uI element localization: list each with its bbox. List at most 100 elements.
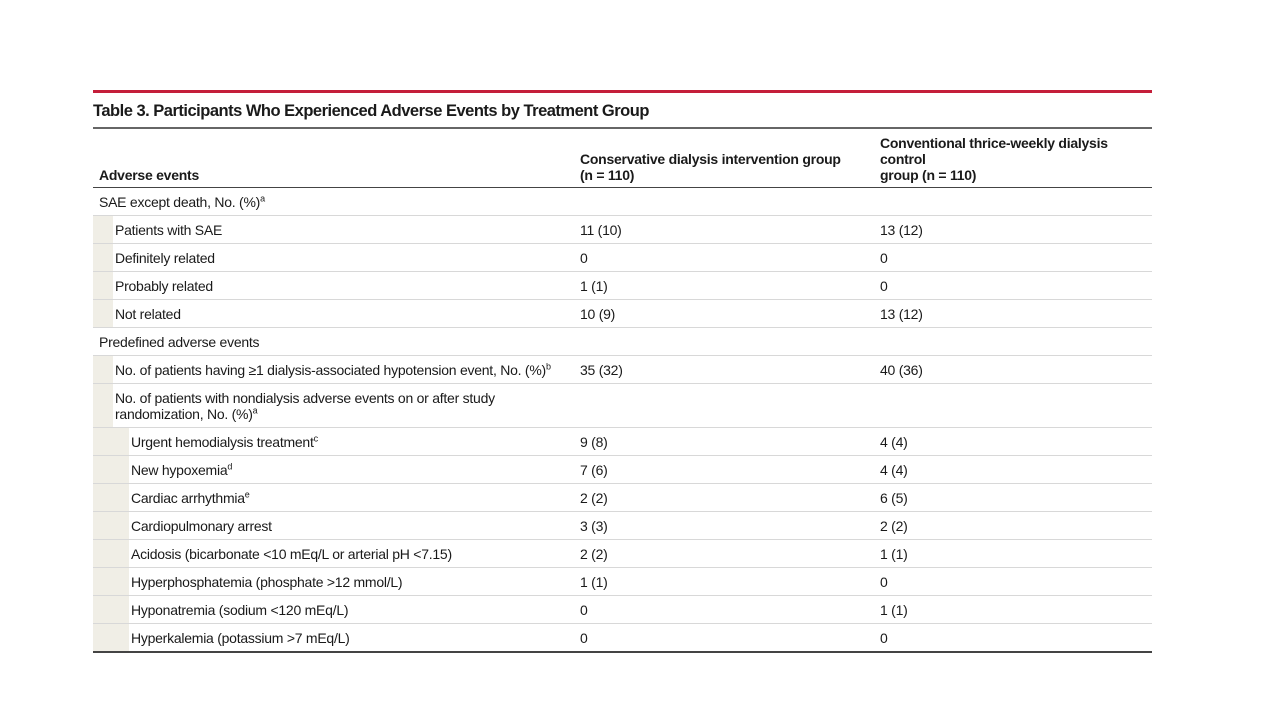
row-label: Acidosis (bicarbonate <10 mEq/L or arter… xyxy=(131,546,452,562)
indent-shade xyxy=(93,540,129,567)
table-row: Hyperkalemia (potassium >7 mEq/L) 0 0 xyxy=(93,624,1152,653)
footnote-marker: e xyxy=(244,489,250,500)
indent-shade xyxy=(93,356,113,383)
row-label: Urgent hemodialysis treatment xyxy=(131,434,314,450)
indent-shade xyxy=(93,568,129,595)
table-row: New hypoxemiad 7 (6) 4 (4) xyxy=(93,456,1152,484)
row-label-cell: Cardiac arrhythmiae xyxy=(93,484,580,512)
control-value xyxy=(880,384,1152,428)
table-row: Urgent hemodialysis treatmentc 9 (8) 4 (… xyxy=(93,428,1152,456)
table-row: Predefined adverse events xyxy=(93,328,1152,356)
control-value: 13 (12) xyxy=(880,222,923,238)
header-intervention-line1: Conservative dialysis intervention group xyxy=(580,151,841,167)
intervention-value: 1 (1) xyxy=(580,278,608,294)
row-label: No. of patients with nondialysis adverse… xyxy=(115,390,495,422)
row-label: Patients with SAE xyxy=(115,222,223,238)
intervention-value: 9 (8) xyxy=(580,434,608,450)
row-label: Hyponatremia (sodium <120 mEq/L) xyxy=(131,602,349,618)
control-value: 6 (5) xyxy=(880,490,908,506)
indent-shade xyxy=(93,428,129,455)
header-intervention-group: Conservative dialysis intervention group… xyxy=(580,129,880,188)
control-value: 40 (36) xyxy=(880,362,923,378)
intervention-value xyxy=(580,188,880,216)
row-label-cell: No. of patients with nondialysis adverse… xyxy=(93,384,580,428)
control-value: 4 (4) xyxy=(880,462,908,478)
table-row: SAE except death, No. (%)a xyxy=(93,188,1152,216)
control-value: 0 xyxy=(880,630,888,646)
indent-shade xyxy=(93,456,129,483)
control-value: 0 xyxy=(880,574,888,590)
intervention-value xyxy=(580,384,880,428)
row-label: Not related xyxy=(115,306,181,322)
row-label-cell: Acidosis (bicarbonate <10 mEq/L or arter… xyxy=(93,540,580,568)
table-title: Table 3. Participants Who Experienced Ad… xyxy=(93,102,649,120)
row-label-cell: Hyperkalemia (potassium >7 mEq/L) xyxy=(93,624,580,653)
row-label-cell: Probably related xyxy=(93,272,580,300)
indent-shade xyxy=(93,300,113,327)
intervention-value: 11 (10) xyxy=(580,222,622,238)
intervention-value: 1 (1) xyxy=(580,574,608,590)
control-value xyxy=(880,328,1152,356)
header-adverse-events: Adverse events xyxy=(99,167,200,183)
row-label-cell: Not related xyxy=(93,300,580,328)
intervention-value: 7 (6) xyxy=(580,462,608,478)
control-value xyxy=(880,188,1152,216)
indent-shade xyxy=(93,596,129,623)
row-label: Cardiac arrhythmia xyxy=(131,490,245,506)
intervention-value: 2 (2) xyxy=(580,490,608,506)
control-value: 0 xyxy=(880,250,888,266)
intervention-value xyxy=(580,328,880,356)
table-row: Definitely related 0 0 xyxy=(93,244,1152,272)
footnote-marker: c xyxy=(313,433,319,444)
footnote-marker: b xyxy=(545,361,551,372)
footnote-marker: d xyxy=(227,461,233,472)
table-container: Table 3. Participants Who Experienced Ad… xyxy=(93,90,1152,653)
row-label-cell: Urgent hemodialysis treatmentc xyxy=(93,428,580,456)
intervention-value: 2 (2) xyxy=(580,546,608,562)
row-label: Hyperkalemia (potassium >7 mEq/L) xyxy=(131,630,350,646)
table-row: Probably related 1 (1) 0 xyxy=(93,272,1152,300)
table-row: No. of patients with nondialysis adverse… xyxy=(93,384,1152,428)
header-control-line2: group (n = 110) xyxy=(880,167,977,183)
table-row: Acidosis (bicarbonate <10 mEq/L or arter… xyxy=(93,540,1152,568)
row-label-cell: Definitely related xyxy=(93,244,580,272)
row-label: Definitely related xyxy=(115,250,215,266)
table-row: Cardiopulmonary arrest 3 (3) 2 (2) xyxy=(93,512,1152,540)
control-value: 4 (4) xyxy=(880,434,908,450)
indent-shade xyxy=(93,384,113,427)
control-value: 0 xyxy=(880,278,888,294)
row-label-cell: Hyponatremia (sodium <120 mEq/L) xyxy=(93,596,580,624)
indent-shade xyxy=(93,272,113,299)
indent-shade xyxy=(93,512,129,539)
row-label-cell: New hypoxemiad xyxy=(93,456,580,484)
row-label: Predefined adverse events xyxy=(99,334,260,350)
table-row: Patients with SAE 11 (10) 13 (12) xyxy=(93,216,1152,244)
row-label: New hypoxemia xyxy=(131,462,228,478)
footnote-marker: a xyxy=(252,405,258,416)
table-row: Hyperphosphatemia (phosphate >12 mmol/L)… xyxy=(93,568,1152,596)
row-label-cell: Patients with SAE xyxy=(93,216,580,244)
header-intervention-line2: (n = 110) xyxy=(580,167,635,183)
intervention-value: 35 (32) xyxy=(580,362,623,378)
footnote-marker: a xyxy=(260,193,265,204)
row-label-cell: Hyperphosphatemia (phosphate >12 mmol/L) xyxy=(93,568,580,596)
row-label: Cardiopulmonary arrest xyxy=(131,518,272,534)
indent-shade xyxy=(93,244,113,271)
table-row: No. of patients having ≥1 dialysis-assoc… xyxy=(93,356,1152,384)
header-row: Adverse events Conservative dialysis int… xyxy=(93,129,1152,188)
row-label: Probably related xyxy=(115,278,213,294)
control-value: 2 (2) xyxy=(880,518,908,534)
row-label-cell: SAE except death, No. (%)a xyxy=(93,188,580,216)
row-label: No. of patients having ≥1 dialysis-assoc… xyxy=(115,362,546,378)
row-label-cell: Cardiopulmonary arrest xyxy=(93,512,580,540)
intervention-value: 3 (3) xyxy=(580,518,608,534)
header-control-group: Conventional thrice-weekly dialysis cont… xyxy=(880,129,1152,188)
row-label-cell: No. of patients having ≥1 dialysis-assoc… xyxy=(93,356,580,384)
intervention-value: 0 xyxy=(580,250,588,266)
intervention-value: 10 (9) xyxy=(580,306,616,322)
table-row: Hyponatremia (sodium <120 mEq/L) 0 1 (1) xyxy=(93,596,1152,624)
control-value: 1 (1) xyxy=(880,602,908,618)
header-control-line1: Conventional thrice-weekly dialysis cont… xyxy=(880,135,1108,167)
row-label: SAE except death, No. (%) xyxy=(99,194,261,210)
adverse-events-table: Adverse events Conservative dialysis int… xyxy=(93,129,1152,653)
